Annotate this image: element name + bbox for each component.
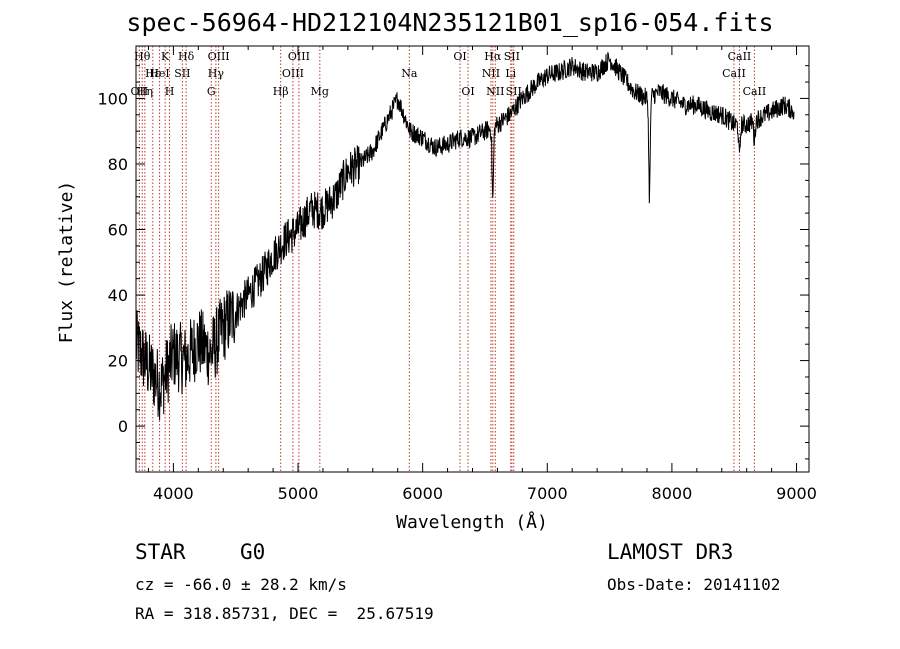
line-marker-label: Hγ [208,67,225,80]
line-marker-label: Hβ [273,85,289,98]
y-tick-label: 100 [97,89,128,108]
line-marker-label: Hα [484,50,502,63]
line-marker-label: Hδ [178,50,195,63]
redshift-cz: cz = -66.0 ± 28.2 km/s [135,575,347,594]
line-marker-label: NII [482,67,500,80]
line-marker-label: SII [504,50,520,63]
x-tick-label: 4000 [153,484,194,503]
line-marker-label: G [207,85,216,98]
y-axis-label: Flux (relative) [56,181,77,344]
line-marker-label: Mg [311,85,329,98]
line-marker-label: OIII [208,50,230,63]
spectrum-group [135,52,795,421]
x-tick-label: 8000 [652,484,693,503]
y-tick-label: 40 [108,286,128,305]
x-tick-label: 9000 [776,484,817,503]
y-tick-label: 20 [108,352,128,371]
chart-title: spec-56964-HD212104N235121B01_sp16-054.f… [126,8,774,37]
line-marker-label: Na [401,67,418,80]
axes-group: 4000 5000 6000 7000 8000 9000 0 20 40 60 80 100 [97,45,817,503]
coordinates: RA = 318.85731, DEC = 25.67519 [135,604,434,623]
line-marker-label: H [165,85,175,98]
line-marker-label: OIII [288,50,310,63]
line-marker-label: Li [505,67,516,80]
x-tick-label: 5000 [278,484,319,503]
y-tick-label: 0 [118,417,128,436]
object-class: STAR [135,540,186,564]
line-marker-label: Hε [145,67,161,80]
line-marker-label: K [161,50,170,63]
spectral-subclass: G0 [240,540,266,564]
x-tick-label: 7000 [527,484,568,503]
line-marker-label: SII [174,67,190,80]
line-marker-label: OI [453,50,466,63]
x-axis-label: Wavelength (Å) [396,511,548,533]
line-marker-label: Hη [137,85,153,98]
y-tick-label: 60 [108,221,128,240]
line-marker-label: OI [461,85,474,98]
line-marker-group [138,46,755,472]
line-marker-label: CaII [722,67,746,80]
observation-date: Obs-Date: 20141102 [607,575,781,594]
spectrum-line [135,52,795,421]
line-marker-label: Hθ [134,50,151,63]
line-marker-label: CaII [743,85,767,98]
line-marker-label: SII [506,85,522,98]
line-marker-label: NII [486,85,504,98]
survey-name: LAMOST DR3 [607,540,734,564]
line-marker-label: OIII [282,67,304,80]
y-tick-label: 80 [108,155,128,174]
line-marker-label: CaII [728,50,752,63]
line-marker-label: OII [131,85,149,98]
line-marker-label: HeI [149,67,169,80]
x-tick-label: 6000 [402,484,443,503]
